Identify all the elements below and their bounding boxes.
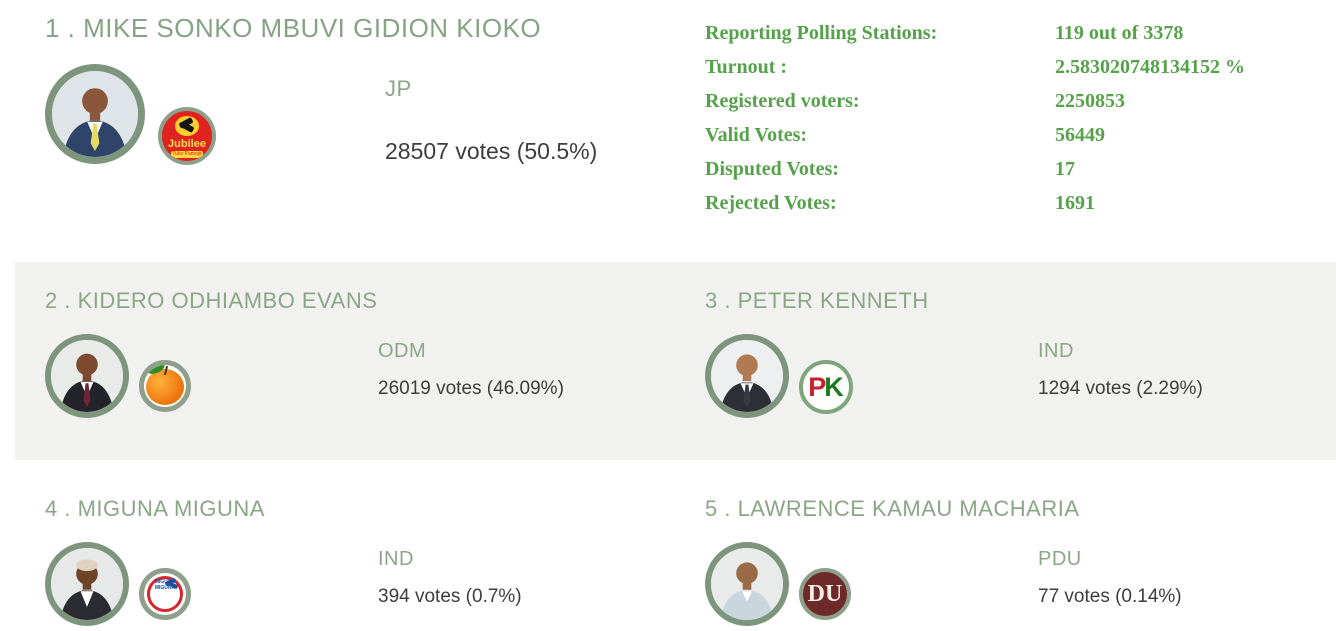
pdu-party-logo-icon: DU bbox=[799, 568, 851, 620]
candidate-card-3: 3 . PETER KENNETH P bbox=[705, 262, 1336, 460]
stat-label: Turnout : bbox=[705, 56, 788, 78]
stat-value: 1691 bbox=[1055, 192, 1095, 214]
stat-label: Reporting Polling Stations: bbox=[705, 22, 938, 44]
candidate-card-2: 2 . KIDERO ODHIAMBO EVANS bbox=[45, 262, 705, 460]
candidate-2-media bbox=[45, 334, 378, 418]
candidate-2-results: ODM 26019 votes (46.09%) bbox=[378, 334, 564, 418]
miguna-logo-inner-ring: MIGUNA MIGUNA bbox=[147, 576, 183, 612]
middle-section: 2 . KIDERO ODHIAMBO EVANS bbox=[15, 262, 1336, 460]
candidate-3-photo bbox=[705, 334, 789, 418]
candidate-card-4: 4 . MIGUNA MIGUNA bbox=[45, 460, 705, 631]
miguna-logo-text-line2: MIGUNA bbox=[154, 585, 176, 591]
candidate-1-votes: 28507 votes (50.5%) bbox=[385, 138, 598, 164]
candidate-1-party-abbreviation: JP bbox=[385, 76, 412, 101]
stat-row-registered-voters: Registered voters: 2250853 bbox=[705, 84, 1336, 118]
person-avatar-icon bbox=[51, 548, 123, 620]
candidate-4-name-heading: 4 . MIGUNA MIGUNA bbox=[45, 496, 265, 521]
person-avatar-icon bbox=[711, 548, 783, 620]
pk-letter-p: P bbox=[808, 371, 826, 402]
stat-label: Rejected Votes: bbox=[705, 192, 837, 214]
candidate-4-results: IND 394 votes (0.7%) bbox=[378, 542, 522, 626]
stat-row-valid-votes: Valid Votes: 56449 bbox=[705, 118, 1336, 152]
candidate-3-name-heading: 3 . PETER KENNETH bbox=[705, 288, 929, 313]
candidate-2-details: ODM 26019 votes (46.09%) bbox=[45, 334, 705, 418]
jubilee-party-logo-icon: Jubilee Tuko Pamoja bbox=[158, 107, 216, 165]
candidate-2-photo bbox=[45, 334, 129, 418]
candidate-4-media: MIGUNA MIGUNA bbox=[45, 542, 378, 626]
stat-value: 2.583020748134152 % bbox=[1055, 56, 1245, 78]
candidate-1-details: Jubilee Tuko Pamoja JP 28507 votes (50.5… bbox=[45, 64, 705, 165]
pk-party-logo-icon: P K bbox=[799, 360, 853, 414]
stat-row-rejected-votes: Rejected Votes: 1691 bbox=[705, 186, 1336, 220]
candidate-4-photo bbox=[45, 542, 129, 626]
person-avatar-icon bbox=[52, 71, 138, 157]
candidate-5-results: PDU 77 votes (0.14%) bbox=[1038, 542, 1182, 626]
candidate-2-name-heading: 2 . KIDERO ODHIAMBO EVANS bbox=[45, 288, 378, 313]
stat-row-turnout: Turnout : 2.583020748134152 % bbox=[705, 50, 1336, 84]
candidate-2-party-abbreviation: ODM bbox=[378, 340, 427, 362]
stat-label: Registered voters: bbox=[705, 90, 860, 112]
candidate-3-party-abbreviation: IND bbox=[1038, 340, 1074, 362]
candidate-5-media: DU bbox=[705, 542, 1038, 626]
candidate-3-votes: 1294 votes (2.29%) bbox=[1038, 378, 1203, 399]
bottom-section: 4 . MIGUNA MIGUNA bbox=[0, 460, 1336, 631]
candidate-1-photo bbox=[45, 64, 145, 164]
jubilee-logo-text: Jubilee bbox=[168, 138, 206, 150]
stat-value: 119 out of 3378 bbox=[1055, 22, 1184, 44]
stat-value: 17 bbox=[1055, 158, 1075, 180]
miguna-miguna-logo-icon: MIGUNA MIGUNA bbox=[139, 568, 191, 620]
candidate-card-1: 1 . MIKE SONKO MBUVI GIDION KIOKO bbox=[45, 0, 705, 262]
candidate-3-details: P K IND 1294 votes (2.29%) bbox=[705, 334, 1336, 418]
candidate-2-votes: 26019 votes (46.09%) bbox=[378, 378, 564, 399]
pdu-logo-text: DU bbox=[807, 580, 843, 607]
jubilee-fist-icon bbox=[178, 117, 195, 133]
candidate-3-results: IND 1294 votes (2.29%) bbox=[1038, 334, 1203, 418]
odm-party-logo-icon bbox=[139, 360, 191, 412]
candidate-5-party-abbreviation: PDU bbox=[1038, 548, 1082, 570]
candidate-5-votes: 77 votes (0.14%) bbox=[1038, 586, 1182, 607]
candidate-4-party-abbreviation: IND bbox=[378, 548, 414, 570]
results-summary-panel: Reporting Polling Stations: 119 out of 3… bbox=[705, 0, 1336, 262]
candidate-1-media: Jubilee Tuko Pamoja bbox=[45, 64, 385, 165]
candidate-5-details: DU PDU 77 votes (0.14%) bbox=[705, 542, 1336, 626]
person-avatar-icon bbox=[711, 340, 783, 412]
candidate-card-5: 5 . LAWRENCE KAMAU MACHARIA DU bbox=[705, 460, 1336, 631]
candidate-1-name-heading: 1 . MIKE SONKO MBUVI GIDION KIOKO bbox=[45, 13, 542, 43]
candidate-4-votes: 394 votes (0.7%) bbox=[378, 586, 522, 607]
pk-letter-k: K bbox=[824, 371, 844, 402]
stat-row-reporting-stations: Reporting Polling Stations: 119 out of 3… bbox=[705, 16, 1336, 50]
candidate-3-media: P K bbox=[705, 334, 1038, 418]
stat-row-disputed-votes: Disputed Votes: 17 bbox=[705, 152, 1336, 186]
stat-label: Disputed Votes: bbox=[705, 158, 839, 180]
stat-value: 56449 bbox=[1055, 124, 1105, 146]
person-avatar-icon bbox=[51, 340, 123, 412]
stat-label: Valid Votes: bbox=[705, 124, 808, 146]
top-section: 1 . MIKE SONKO MBUVI GIDION KIOKO bbox=[0, 0, 1336, 262]
stat-value: 2250853 bbox=[1055, 90, 1125, 112]
jubilee-logo-slogan: Tuko Pamoja bbox=[171, 151, 203, 158]
candidate-4-details: MIGUNA MIGUNA IND 394 votes (0.7%) bbox=[45, 542, 705, 626]
candidate-1-results: JP 28507 votes (50.5%) bbox=[385, 64, 597, 165]
candidate-5-name-heading: 5 . LAWRENCE KAMAU MACHARIA bbox=[705, 496, 1080, 521]
candidate-5-photo bbox=[705, 542, 789, 626]
